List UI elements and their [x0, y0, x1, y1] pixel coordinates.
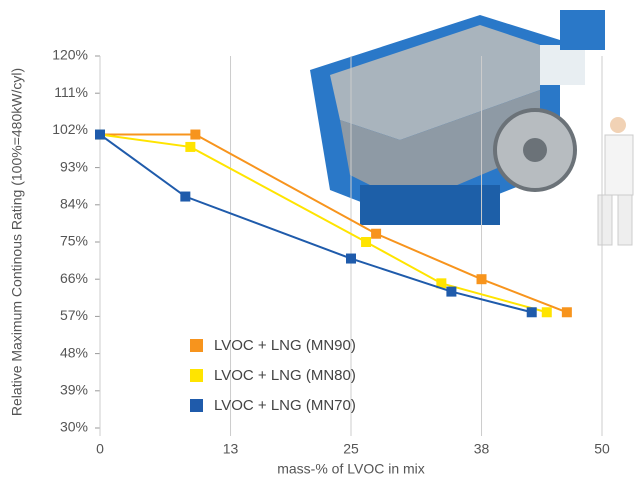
legend-label: LVOC + LNG (MN70): [214, 397, 356, 414]
legend-label: LVOC + LNG (MN80): [214, 367, 356, 384]
x-tick-label: 0: [96, 441, 104, 457]
data-point: [446, 286, 457, 297]
x-tick-label: 50: [594, 441, 610, 457]
y-tick-label: 66%: [60, 270, 88, 286]
y-tick-label: 102%: [52, 121, 88, 137]
data-point: [95, 129, 105, 140]
y-tick-label: 39%: [60, 382, 88, 398]
data-point: [190, 129, 201, 140]
data-point: [476, 274, 487, 285]
data-point: [541, 307, 552, 318]
legend-swatch: [190, 339, 203, 352]
y-axis-label: Relative Maximum Continous Rating (100%=…: [9, 68, 25, 416]
data-point: [180, 191, 191, 202]
y-tick-label: 84%: [60, 196, 88, 212]
y-tick-label: 75%: [60, 233, 88, 249]
data-point: [185, 141, 196, 152]
data-point: [561, 307, 572, 318]
legend-swatch: [190, 369, 203, 382]
legend-label: LVOC + LNG (MN90): [214, 337, 356, 354]
data-point: [346, 253, 356, 264]
engine-photo: [310, 10, 634, 246]
y-tick-label: 48%: [60, 344, 88, 360]
y-tick-label: 111%: [54, 84, 88, 100]
data-point: [371, 228, 382, 239]
legend-swatch: [190, 399, 203, 412]
data-point: [361, 237, 372, 247]
y-tick-label: 93%: [60, 158, 88, 174]
x-tick-label: 38: [474, 441, 490, 457]
y-tick-label: 30%: [60, 419, 88, 435]
x-axis-label: mass-% of LVOC in mix: [277, 461, 425, 477]
data-point: [526, 307, 537, 318]
data-point: [436, 278, 447, 289]
x-tick-label: 25: [343, 441, 359, 457]
y-tick-label: 57%: [60, 307, 88, 323]
y-tick-label: 120%: [52, 47, 88, 63]
x-tick-label: 13: [223, 441, 239, 457]
